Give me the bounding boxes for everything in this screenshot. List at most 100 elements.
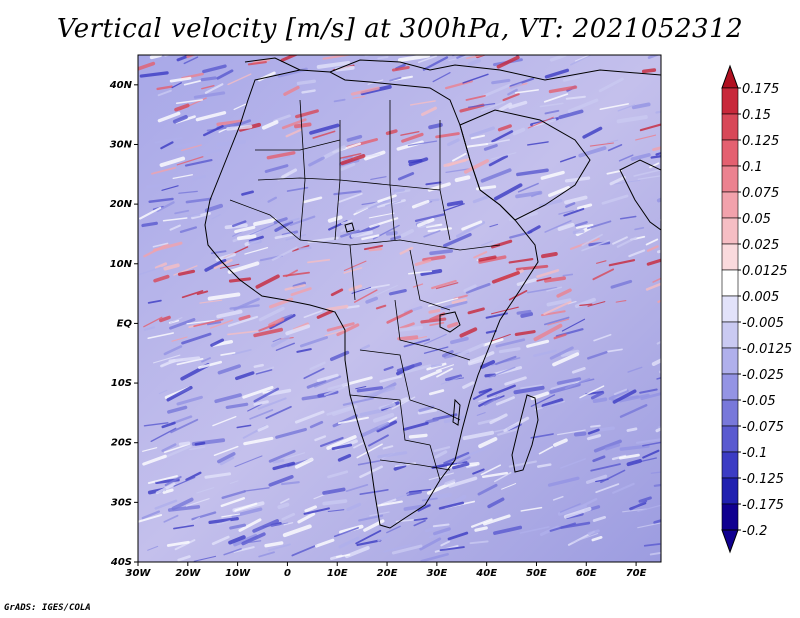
field-streak (138, 266, 162, 276)
field-streak (469, 540, 489, 545)
field-streak (220, 497, 246, 508)
field-streak (143, 316, 163, 328)
field-streak (526, 286, 558, 294)
field-streak (549, 55, 567, 62)
field-streak (247, 61, 267, 66)
field-streak (337, 192, 363, 203)
field-streak (516, 278, 537, 286)
field-streak (653, 483, 661, 487)
field-streak (285, 324, 311, 336)
field-streak (219, 263, 240, 269)
plot-frame (137, 54, 662, 563)
field-streak (353, 442, 364, 449)
colorbar-label: -0.2 (742, 524, 767, 539)
field-streak (227, 261, 260, 274)
field-streak (147, 332, 174, 339)
field-streak (397, 172, 415, 181)
field-streak (556, 288, 572, 298)
field-streak (512, 127, 526, 136)
colorbar-swatch (721, 503, 739, 531)
field-streak (184, 159, 213, 167)
field-streak (365, 296, 379, 304)
field-streak (393, 463, 407, 471)
field-streak (565, 202, 576, 208)
field-streak (149, 55, 163, 60)
field-streak (227, 330, 259, 336)
field-streak (599, 103, 629, 111)
field-streak (408, 157, 429, 167)
field-streak (552, 352, 580, 367)
lat-tick-label: 10N (110, 259, 133, 270)
colorbar-label: 0.0125 (742, 264, 788, 279)
field-streak (483, 514, 511, 526)
field-streak (649, 551, 661, 556)
field-streak (618, 154, 634, 162)
field-streak (174, 209, 190, 215)
field-streak (527, 225, 541, 234)
field-streak (368, 247, 383, 252)
field-streak (353, 289, 378, 303)
field-streak (340, 152, 362, 159)
field-streak (369, 511, 390, 517)
colorbar-label: 0.075 (742, 186, 779, 201)
field-streak (639, 388, 658, 394)
footer-credit: GrADS: IGES/COLA (4, 603, 91, 613)
field-streak (514, 330, 536, 336)
field-streak (558, 209, 574, 215)
field-streak (478, 437, 498, 449)
field-streak (600, 469, 626, 484)
field-streak (285, 128, 302, 138)
field-streak (582, 126, 603, 139)
field-streak (411, 199, 430, 209)
field-streak (154, 499, 178, 510)
field-streak (216, 119, 243, 127)
colorbar-swatch (721, 321, 739, 349)
field-streak (515, 264, 549, 271)
field-streak (330, 288, 344, 297)
field-streak (152, 242, 169, 248)
field-streak (275, 427, 307, 439)
field-streak (350, 230, 373, 238)
colorbar-top-arrow (721, 64, 739, 89)
lon-tick-label: 40E (475, 568, 497, 579)
field-streak (204, 472, 232, 479)
field-streak (428, 122, 443, 130)
field-streak (191, 511, 217, 521)
field-streak (592, 455, 606, 463)
field-streak (233, 546, 255, 553)
field-streak (258, 323, 276, 332)
field-streak (207, 321, 222, 326)
field-streak (225, 402, 249, 410)
field-streak (348, 284, 363, 292)
colorbar-swatch (721, 477, 739, 505)
field-streak (234, 225, 256, 234)
field-streak (326, 435, 357, 450)
field-streak (234, 502, 258, 512)
field-streak (414, 213, 446, 222)
lat-tick-label: 40N (109, 80, 133, 91)
field-streak (340, 229, 360, 238)
field-streak (277, 502, 290, 510)
field-streak (327, 470, 349, 479)
field-streak (326, 405, 353, 416)
field-streak (538, 198, 563, 208)
field-streak (493, 525, 523, 535)
colorbar-swatch (721, 217, 739, 245)
field-streak (579, 385, 605, 399)
field-streak (227, 315, 259, 327)
field-streak (340, 224, 353, 233)
field-streak (376, 420, 398, 433)
colorbar-swatch (721, 139, 739, 167)
field-streak (563, 207, 585, 217)
field-streak (637, 522, 661, 529)
colorbar-swatch (721, 191, 739, 219)
field-streak (242, 385, 274, 399)
colorbar-label: -0.025 (742, 368, 784, 383)
field-streak (393, 188, 405, 193)
field-streak (634, 226, 645, 231)
field-streak (403, 338, 430, 348)
field-streak (461, 220, 483, 231)
field-streak (204, 203, 224, 213)
field-streak (139, 206, 162, 220)
field-streak (181, 332, 212, 345)
